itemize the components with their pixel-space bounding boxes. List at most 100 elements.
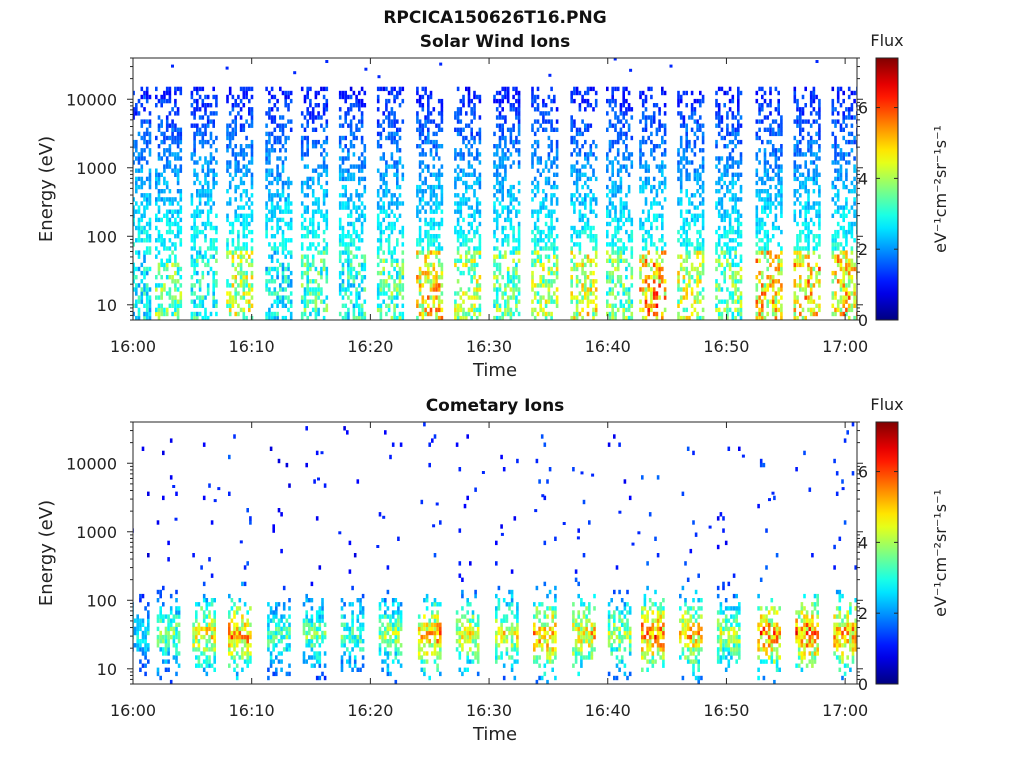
flux-cell [226,250,229,255]
flux-cell [325,221,329,227]
flux-cell [699,246,702,251]
flux-cell [317,209,320,214]
flux-cell [739,303,743,308]
flux-cell [701,168,705,173]
flux-cell [160,98,163,104]
flux-cell [777,287,780,292]
flux-cell [148,299,152,304]
flux-cell [325,303,329,308]
flux-cell [758,107,761,112]
flux-cell [465,135,468,141]
flux-cell [204,254,207,259]
flux-cell [363,315,367,320]
flux-cell [360,201,364,206]
flux-cell [432,283,436,288]
flux-cell [190,90,194,96]
flux-cell [179,156,183,161]
flux-cell [231,258,235,263]
flux-cell [547,176,551,182]
flux-cell [212,156,215,161]
flux-cell [734,115,737,120]
flux-cell [376,307,380,313]
flux-cell [581,131,584,137]
flux-cell [720,172,724,177]
flux-cell [774,205,778,210]
flux-cell [627,217,631,223]
flux-cell [127,255,130,259]
flux-cell [347,266,350,272]
flux-cell [135,201,138,206]
flux-cell [456,193,460,198]
flux-cell [696,250,699,255]
flux-cell [766,238,769,243]
flux-cell [531,258,534,263]
flux-cell [284,205,287,210]
flux-cell [616,266,620,272]
flux-cell [619,254,623,259]
flux-cell [581,164,584,169]
flux-cell [148,152,152,157]
flux-cell [622,246,625,251]
flux-cell [661,250,664,255]
flux-cell [309,221,312,227]
flux-cell [473,111,476,116]
flux-cell [250,303,254,308]
flux-cell [517,229,521,235]
flux-cell [440,197,444,202]
flux-cell [723,172,726,177]
flux-cell [239,307,243,313]
flux-cell [454,229,457,235]
flux-cell [495,168,499,173]
flux-cell [655,144,659,149]
flux-cell [231,148,235,153]
flux-cell [206,180,210,186]
flux-cell [454,193,457,198]
flux-cell [731,115,735,120]
flux-cell [774,131,778,137]
flux-cell [360,275,364,280]
flux-cell [517,209,521,214]
flux-cell [763,242,767,247]
flux-cell [501,242,504,247]
flux-cell [338,205,342,210]
flux-cell [281,180,285,186]
flux-cell [418,217,422,223]
flux-cell [717,283,721,288]
flux-cell [459,168,463,173]
flux-cell [314,127,318,132]
flux-cell [619,176,623,182]
flux-cell [228,197,232,202]
flux-cell [338,270,342,276]
flux-cell [658,180,661,186]
flux-cell [799,148,802,153]
flux-cell [155,180,158,186]
flux-cell [533,242,537,247]
flux-cell [160,238,163,243]
flux-cell [658,119,661,124]
flux-cell [592,225,595,231]
flux-cell [780,213,783,218]
flux-cell [311,254,315,259]
flux-cell [242,291,246,296]
flux-cell [376,189,380,194]
flux-cell [273,291,277,296]
flux-cell [550,221,553,227]
flux-cell [344,94,347,100]
flux-cell [157,262,161,268]
flux-cell [250,295,254,300]
flux-cell [127,128,130,132]
flux-cell [723,209,726,214]
flux-cell [799,172,802,177]
flux-cell [349,176,353,182]
flux-cell [212,111,215,116]
flux-cell [237,291,240,296]
flux-cell [701,160,705,165]
flux-cell [473,115,476,120]
flux-cell [145,119,149,124]
flux-cell [300,144,304,149]
flux-cell [250,238,254,243]
flux-cell [459,107,463,112]
flux-cell [355,94,358,100]
flux-cell [777,103,780,108]
flux-cell [467,90,471,96]
